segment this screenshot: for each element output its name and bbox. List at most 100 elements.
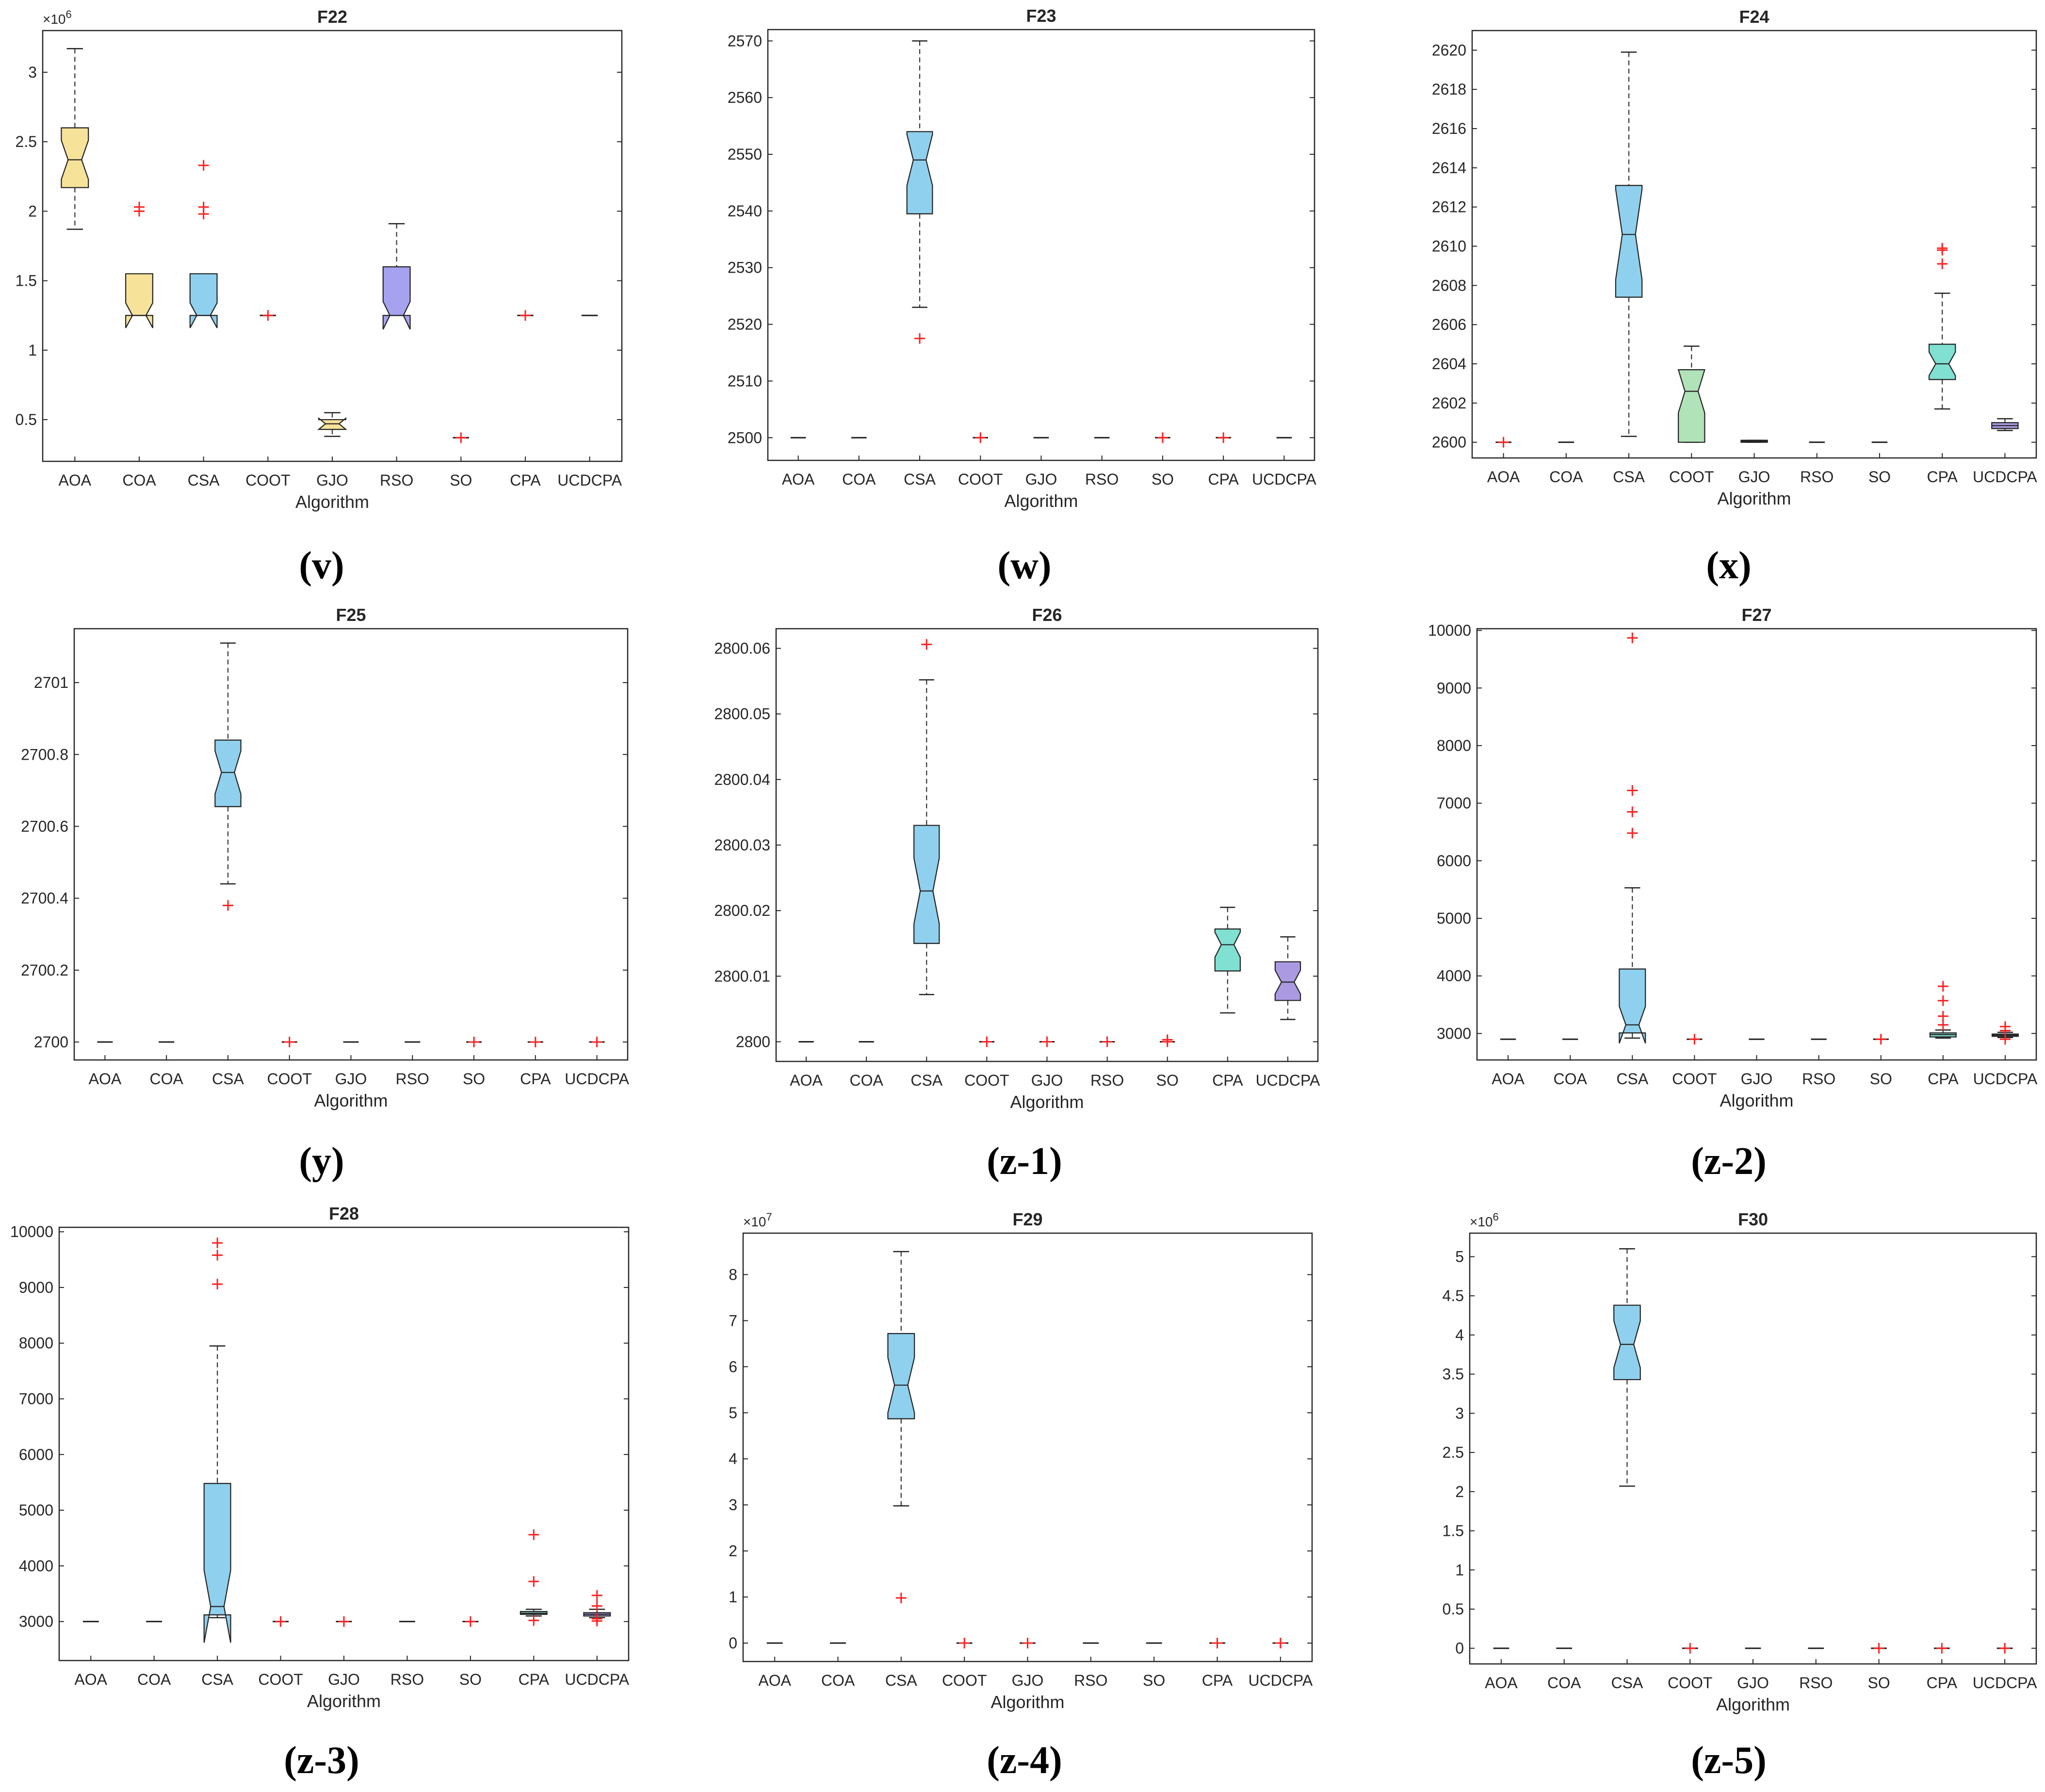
x-tick-label: COA <box>1549 468 1583 486</box>
x-axis-label: Algorithm <box>295 492 369 512</box>
y-tick-label: 1 <box>1455 1561 1464 1579</box>
box-rso: RSO <box>390 1621 424 1688</box>
y-tick-label: 5000 <box>1437 910 1471 927</box>
x-tick-label: CPA <box>1927 1674 1958 1692</box>
panel-f27: F27 3000 4000 5000 6000 7000 8000 9000 10000 AOA C… <box>1428 605 2038 1183</box>
y-tick-label: 2.5 <box>16 133 37 150</box>
y-tick-label: 3000 <box>1437 1025 1471 1042</box>
panel-caption: (z-1) <box>987 1140 1062 1183</box>
y-tick-label: 2520 <box>728 316 762 333</box>
box-ucdcpa: UCDCPA <box>565 1036 630 1088</box>
outlier-marker <box>1685 1643 1696 1654</box>
box-ucdcpa: UCDCPA <box>1973 418 2037 486</box>
outlier-marker <box>528 1576 539 1587</box>
box-body <box>214 739 242 807</box>
y-tick-label: 2606 <box>1432 316 1466 333</box>
x-axis-label: Algorithm <box>307 1691 381 1711</box>
outlier-marker <box>1218 432 1229 443</box>
y-tick-label: 2700.4 <box>21 890 68 907</box>
box-coa: COA <box>821 1642 855 1689</box>
y-tick-label: 2604 <box>1432 355 1466 373</box>
y-tick-label: 2614 <box>1432 159 1466 177</box>
plot-area <box>1476 628 2037 1061</box>
x-tick-label: SO <box>459 1671 482 1688</box>
x-tick-label: AOA <box>782 471 815 488</box>
outlier-marker <box>528 1615 539 1626</box>
outlier-marker <box>1275 1638 1286 1649</box>
box-body <box>61 127 89 188</box>
box-aoa: AOA <box>74 1621 108 1688</box>
x-tick-label: COOT <box>1669 468 1714 486</box>
box-coot: COOT <box>1668 1643 1712 1692</box>
x-tick-label: SO <box>1870 1070 1892 1088</box>
box-aoa: AOA <box>758 1642 792 1689</box>
plot-area <box>742 1232 1313 1662</box>
box-cpa: CPA <box>1927 1643 1958 1692</box>
x-tick-label: CSA <box>212 1070 244 1088</box>
outlier-marker <box>895 1592 907 1603</box>
x-tick-label: CSA <box>201 1671 233 1688</box>
box-coot: COOT <box>267 1036 312 1088</box>
box-gjo: GJO <box>1025 437 1057 488</box>
y-tick-label: 2700 <box>34 1033 68 1051</box>
x-tick-label: CPA <box>1202 1672 1233 1689</box>
plot-area <box>1471 30 2037 459</box>
x-tick-label: UCDCPA <box>1252 471 1316 488</box>
x-tick-label: AOA <box>790 1072 823 1089</box>
y-tick-label: 2701 <box>34 674 68 691</box>
outlier-marker <box>212 1238 223 1249</box>
y-tick-label: 3 <box>1455 1404 1464 1422</box>
outlier-marker <box>520 310 531 321</box>
box-body <box>382 266 411 330</box>
box-gjo: GJO <box>335 1041 367 1088</box>
outlier-marker <box>212 1250 223 1261</box>
box-csa: CSA <box>910 639 943 1089</box>
x-tick-label: SO <box>1868 468 1891 486</box>
box-coa: COA <box>1547 1647 1581 1692</box>
outlier-marker <box>1212 1638 1223 1649</box>
y-tick-label: 2800 <box>736 1033 770 1050</box>
box-csa: CSA <box>188 160 220 489</box>
x-tick-label: RSO <box>396 1070 429 1088</box>
outlier-marker <box>1937 981 1948 992</box>
outlier-marker <box>1937 1010 1948 1022</box>
x-tick-label: COA <box>849 1072 883 1089</box>
outlier-marker <box>1937 243 1948 254</box>
y-tick-label: 1.5 <box>16 272 37 290</box>
box-body <box>1677 369 1705 443</box>
box-body <box>1615 185 1643 298</box>
box-so: SO <box>459 1616 482 1688</box>
axis-multiplier: ×106 <box>43 8 72 27</box>
x-axis-label: Algorithm <box>1004 491 1078 511</box>
box-so: SO <box>1867 1643 1890 1692</box>
box-rso: RSO <box>1800 441 1834 486</box>
box-gjo: GJO <box>1738 440 1770 486</box>
x-tick-label: CPA <box>1212 1072 1243 1089</box>
outlier-marker <box>530 1036 541 1047</box>
x-tick-label: SO <box>463 1070 485 1088</box>
panel-f30: F30 ×106 0 0.5 1 1.5 2 2.5 3 3.5 4 4.5 5 AOA COA CSA COO… <box>1443 1209 2038 1782</box>
outlier-marker <box>469 1036 480 1047</box>
box-cpa: CPA <box>519 1529 550 1688</box>
chart-title: F27 <box>1741 605 1771 625</box>
box-aoa: AOA <box>1492 1038 1525 1088</box>
outlier-marker <box>262 310 274 321</box>
chart-title: F22 <box>317 7 347 27</box>
y-tick-label: 5000 <box>19 1501 53 1519</box>
box-body <box>189 273 218 328</box>
x-tick-label: GJO <box>1738 468 1770 486</box>
outlier-marker <box>1875 1034 1886 1045</box>
x-tick-label: RSO <box>1085 471 1119 488</box>
x-tick-label: GJO <box>1741 1070 1773 1088</box>
x-tick-label: RSO <box>1799 1674 1833 1692</box>
box-aoa: AOA <box>790 1041 823 1089</box>
chart-title: F26 <box>1032 605 1062 625</box>
y-tick-label: 0 <box>1455 1640 1464 1657</box>
outlier-marker <box>1999 1643 2011 1654</box>
y-tick-label: 1 <box>729 1588 737 1606</box>
x-tick-label: CPA <box>510 472 541 489</box>
box-coa: COA <box>849 1041 883 1089</box>
y-tick-label: 4 <box>729 1450 737 1467</box>
outlier-marker <box>1498 437 1509 448</box>
box-coot: COOT <box>942 1638 987 1689</box>
